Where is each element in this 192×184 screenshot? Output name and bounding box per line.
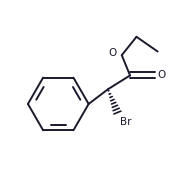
Text: Br: Br: [120, 117, 131, 127]
Text: O: O: [158, 70, 166, 80]
Text: O: O: [108, 48, 117, 58]
